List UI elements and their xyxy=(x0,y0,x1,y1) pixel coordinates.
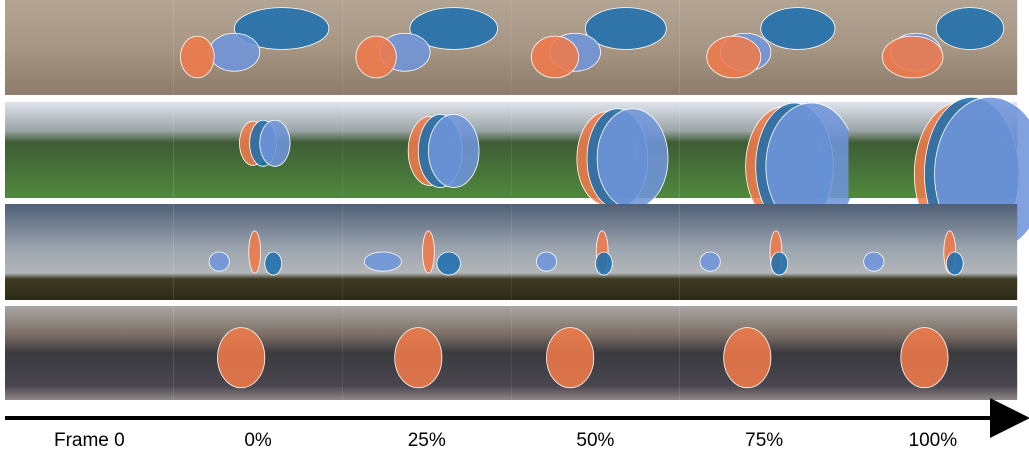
video-frame xyxy=(5,204,174,300)
column-label: 75% xyxy=(745,430,783,451)
segmentation-mask xyxy=(217,327,266,389)
segmentation-mask xyxy=(428,114,480,188)
segmentation-mask xyxy=(208,32,261,72)
segmentation-mask xyxy=(536,251,558,272)
segmentation-mask xyxy=(706,35,762,79)
video-frame xyxy=(5,0,174,95)
segmentation-mask xyxy=(723,327,772,389)
segmentation-mask xyxy=(259,119,291,167)
video-frame xyxy=(5,306,174,400)
column-label: 100% xyxy=(909,430,958,451)
video-frame xyxy=(5,102,174,198)
video-frame xyxy=(511,204,680,300)
segmentation-mask xyxy=(208,251,230,272)
segmentation-mask xyxy=(881,35,944,79)
segmentation-mask xyxy=(596,108,669,209)
segmentation-mask xyxy=(409,7,499,50)
segmentation-mask xyxy=(770,251,789,276)
segmentation-mask xyxy=(436,251,461,276)
frame-grid xyxy=(5,0,1029,400)
segmentation-mask xyxy=(760,7,836,50)
column-label: 50% xyxy=(576,430,614,451)
segmentation-mask xyxy=(394,327,443,389)
segmentation-mask xyxy=(264,251,283,276)
segmentation-mask xyxy=(699,251,721,272)
segmentation-mask xyxy=(363,251,402,272)
segmentation-mask xyxy=(584,7,667,50)
column-labels: Frame 0 0% 25% 50% 75% 100% xyxy=(54,430,957,451)
segmentation-mask xyxy=(935,7,1005,50)
segmentation-mask xyxy=(355,35,397,79)
segmentation-mask xyxy=(180,35,215,79)
column-label: 0% xyxy=(244,430,272,451)
segmentation-mask xyxy=(863,251,885,272)
segmentation-mask xyxy=(248,230,261,274)
video-frame xyxy=(679,204,849,300)
segmentation-mask xyxy=(945,251,964,276)
segmentation-mask xyxy=(900,327,949,389)
column-label: Frame 0 xyxy=(54,430,125,451)
video-frame xyxy=(511,306,680,400)
column-label: 25% xyxy=(408,430,446,451)
segmentation-mask xyxy=(530,35,579,79)
segmentation-mask xyxy=(422,230,435,274)
segmentation-mask xyxy=(546,327,595,389)
segmentation-mask xyxy=(595,251,613,276)
segmentation-mask xyxy=(234,7,330,50)
